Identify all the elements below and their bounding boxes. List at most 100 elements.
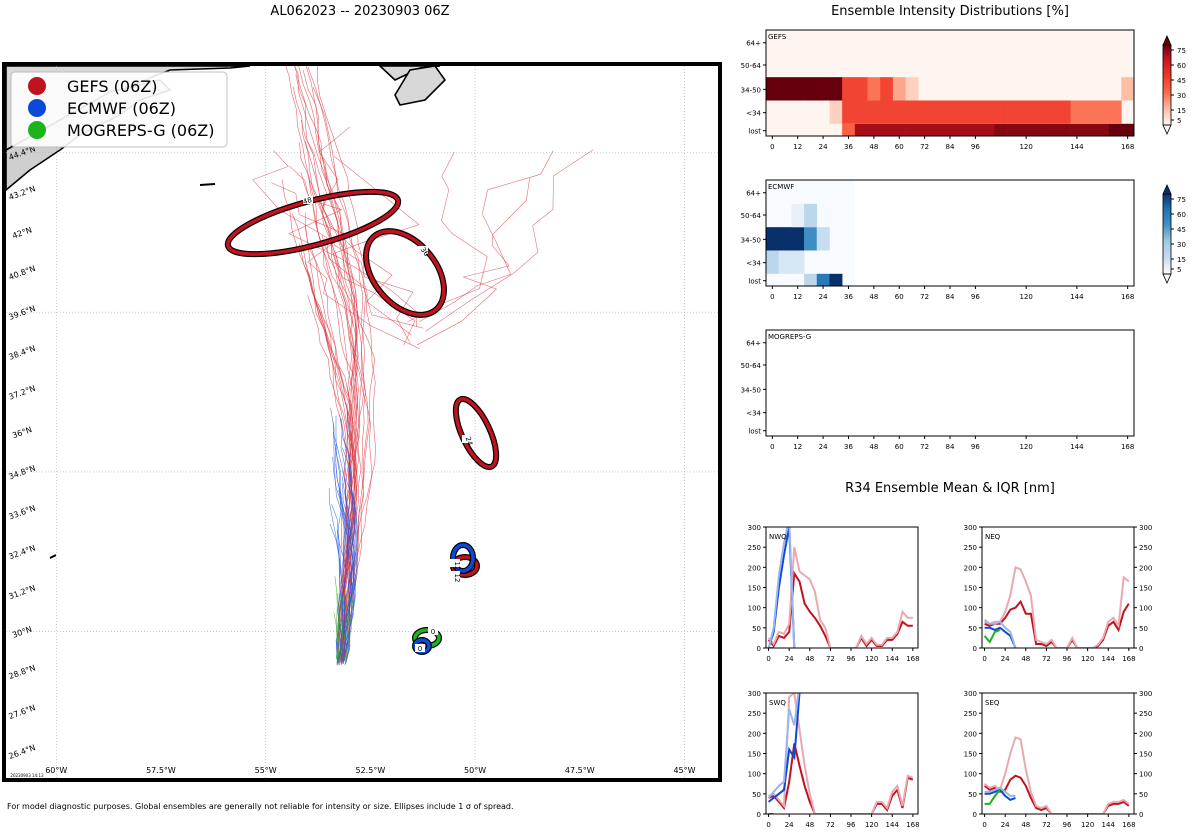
r34-y-tick-label: 50 [968, 625, 977, 633]
r34-x-tick-label: 120 [865, 821, 878, 829]
lat-tick-label: 38.4°N [8, 344, 37, 362]
colorbar-segment [1163, 91, 1171, 94]
heatmap-cell [829, 77, 843, 101]
colorbar-tick-label: 30 [1177, 92, 1186, 100]
ellipse-hour-label: 0 [431, 628, 435, 636]
legend-box [10, 71, 228, 148]
colorbar-segment [1163, 93, 1171, 96]
colorbar-segment [1163, 65, 1171, 68]
colorbar-segment [1163, 220, 1171, 223]
heatmap-cell [981, 100, 995, 124]
ecmwf-member-track [328, 487, 342, 661]
r34-series-gefs-mean [983, 774, 1130, 814]
heatmap-cell [867, 77, 881, 101]
heatmap-cell [842, 100, 856, 124]
colorbar-segment [1163, 238, 1171, 241]
r34-y-tick-label: 150 [964, 751, 977, 759]
x-tick-label: 36 [844, 143, 853, 151]
lon-tick-label: 47.5°W [565, 766, 595, 775]
colorbar-tick-label: 5 [1177, 266, 1181, 274]
y-tick-label: <34 [746, 260, 761, 268]
y-tick-label: 64+ [746, 340, 761, 348]
colorbar-segment [1163, 214, 1171, 217]
land-bermuda [49, 554, 57, 559]
x-tick-label: 120 [1019, 143, 1032, 151]
r34-x-tick-label: 72 [1042, 821, 1051, 829]
heatmap-cell [994, 100, 1008, 124]
colorbar-segment [1163, 268, 1171, 271]
x-tick-label: 72 [920, 443, 929, 451]
lat-tick-label: 33.6°N [8, 503, 37, 521]
r34-x-tick-label: 48 [805, 655, 814, 663]
heatmap-cell [854, 100, 868, 124]
r34-x-tick-label: 168 [906, 655, 919, 663]
ecmwf-member-track [343, 518, 357, 662]
colorbar-segment [1163, 113, 1171, 116]
x-tick-label: 144 [1070, 293, 1084, 301]
mogreps-member-track [345, 599, 353, 664]
colorbar-segment [1163, 270, 1171, 273]
gefs-member-track [288, 165, 418, 328]
colorbar-tick-label: 30 [1177, 241, 1186, 249]
r34-x-tick-label: 24 [785, 821, 794, 829]
r34-y-tick-label: 50 [752, 791, 761, 799]
r34-y-tick-label: 200 [748, 564, 761, 572]
r34-x-tick-label: 144 [1102, 655, 1116, 663]
r34-y-tick-label: 100 [748, 605, 761, 613]
colorbar-segment [1163, 272, 1171, 275]
colorbar-segment [1163, 59, 1171, 62]
r34-frame [981, 526, 1135, 649]
x-tick-label: 168 [1121, 143, 1134, 151]
colorbar-segment [1163, 101, 1171, 104]
lat-tick-label: 27.6°N [8, 703, 37, 721]
heatmap-cell [918, 100, 932, 124]
colorbar-segment [1163, 244, 1171, 247]
legend-marker-gefs [28, 77, 46, 95]
lat-tick-label: 43.2°N [8, 184, 37, 202]
colorbar-segment [1163, 79, 1171, 82]
gefs-member-track [294, 66, 356, 661]
colorbar-segment [1163, 202, 1171, 205]
x-tick-label: 144 [1070, 143, 1084, 151]
y-tick-label: 34-50 [741, 386, 761, 394]
lat-tick-label: 26.4°N [8, 743, 37, 761]
r34-x-tick-label: 144 [886, 655, 900, 663]
x-tick-label: 120 [1019, 293, 1032, 301]
r34-y-tick-label: 50 [752, 625, 761, 633]
r34-y-tick-label: 300 [748, 524, 761, 532]
heatmap-cell [969, 100, 983, 124]
x-tick-label: 72 [920, 143, 929, 151]
heatmap-cell [791, 77, 805, 101]
r34-quadrant-label: SWQ [769, 699, 786, 707]
heatmap-cell [943, 123, 957, 136]
colorbar-segment [1163, 55, 1171, 58]
x-tick-label: 120 [1019, 443, 1032, 451]
r34-x-tick-label: 48 [1021, 655, 1030, 663]
colorbar-segment [1163, 210, 1171, 213]
y-tick-label: 50-64 [741, 212, 762, 220]
y-tick-label: lost [748, 428, 761, 436]
colorbar-segment [1163, 71, 1171, 74]
heatmap-cell [766, 250, 779, 274]
r34-y-tick-label: 300 [964, 524, 977, 532]
x-tick-label: 84 [946, 143, 955, 151]
heatmap-cell [1019, 123, 1033, 136]
heatmap-cell [1019, 100, 1033, 124]
r34-x-tick-label: 168 [906, 821, 919, 829]
track-map: 48362412120044.4°N43.2°N42°N40.8°N39.6°N… [2, 62, 722, 782]
r34-y-tick-label: 50 [968, 791, 977, 799]
ecmwf-member-track [336, 529, 350, 666]
colorbar-tick-label: 75 [1177, 196, 1186, 204]
r34-y-tick-label-right: 250 [1139, 544, 1152, 552]
r34-x-tick-label: 48 [1021, 821, 1030, 829]
r34-series-gefs-iqr [984, 565, 1130, 648]
heatmap-cell [1083, 100, 1097, 124]
colorbar-segment [1163, 236, 1171, 239]
heatmap-cell [1121, 123, 1135, 136]
colorbar-tick-label: 45 [1177, 226, 1186, 234]
r34-y-tick-label: 0 [973, 811, 977, 819]
ellipse-hour-label: 36 [419, 246, 431, 258]
heatmap-cell [892, 100, 906, 124]
r34-lines [767, 527, 913, 648]
heatmap-cell [854, 77, 868, 101]
